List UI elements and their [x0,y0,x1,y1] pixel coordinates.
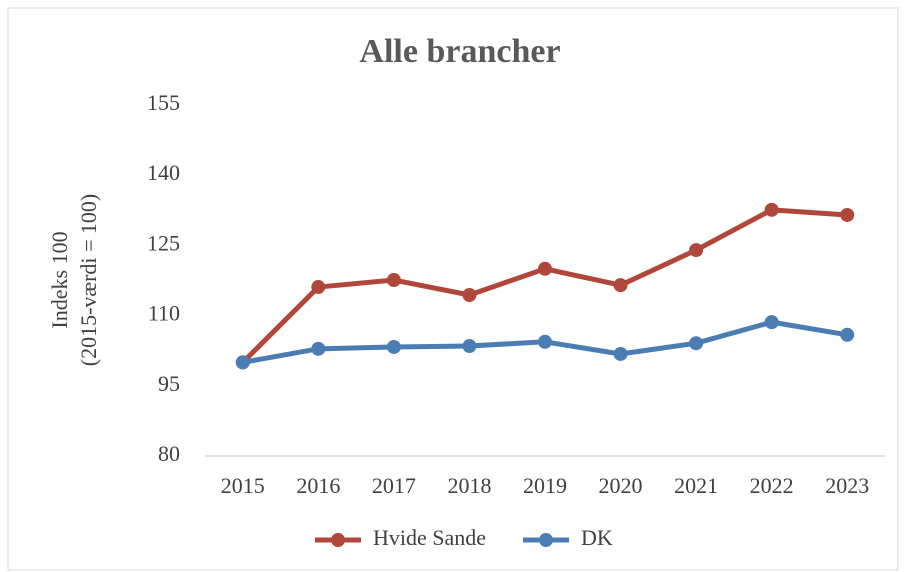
data-point [311,341,326,356]
x-tick-label: 2022 [750,473,794,498]
legend-label: DK [581,525,613,550]
x-tick-label: 2021 [674,473,718,498]
data-point [462,339,477,354]
y-axis-label: (2015-værdi = 100) [76,194,101,367]
data-point [764,202,779,217]
x-tick-label: 2016 [296,473,340,498]
y-tick-label: 125 [147,230,180,255]
x-tick-label: 2018 [447,473,491,498]
x-tick-label: 2019 [523,473,567,498]
y-tick-label: 95 [158,371,180,396]
y-tick-label: 110 [148,301,180,326]
y-tick-label: 155 [147,90,180,115]
x-tick-label: 2023 [825,473,869,498]
legend-marker [331,533,345,547]
data-point [689,243,704,258]
data-point [311,280,326,295]
legend-marker [539,533,553,547]
x-tick-label: 2020 [599,473,643,498]
data-point [386,273,401,288]
chart-frame [7,7,899,571]
data-point [538,334,552,349]
legend-label: Hvide Sande [373,525,486,550]
data-point [538,261,552,276]
data-point [613,346,628,361]
data-point [235,355,250,370]
data-point [840,207,855,222]
x-tick-label: 2015 [221,473,265,498]
data-point [386,339,401,354]
x-tick-label: 2017 [372,473,416,498]
data-point [689,336,704,351]
y-axis-label: Indeks 100 [47,231,72,328]
y-tick-label: 140 [147,160,180,185]
data-point [840,327,855,342]
data-point [462,288,477,303]
chart-title: Alle brancher [359,33,560,70]
data-point [764,315,779,330]
y-tick-label: 80 [158,441,180,466]
data-point [613,278,628,293]
